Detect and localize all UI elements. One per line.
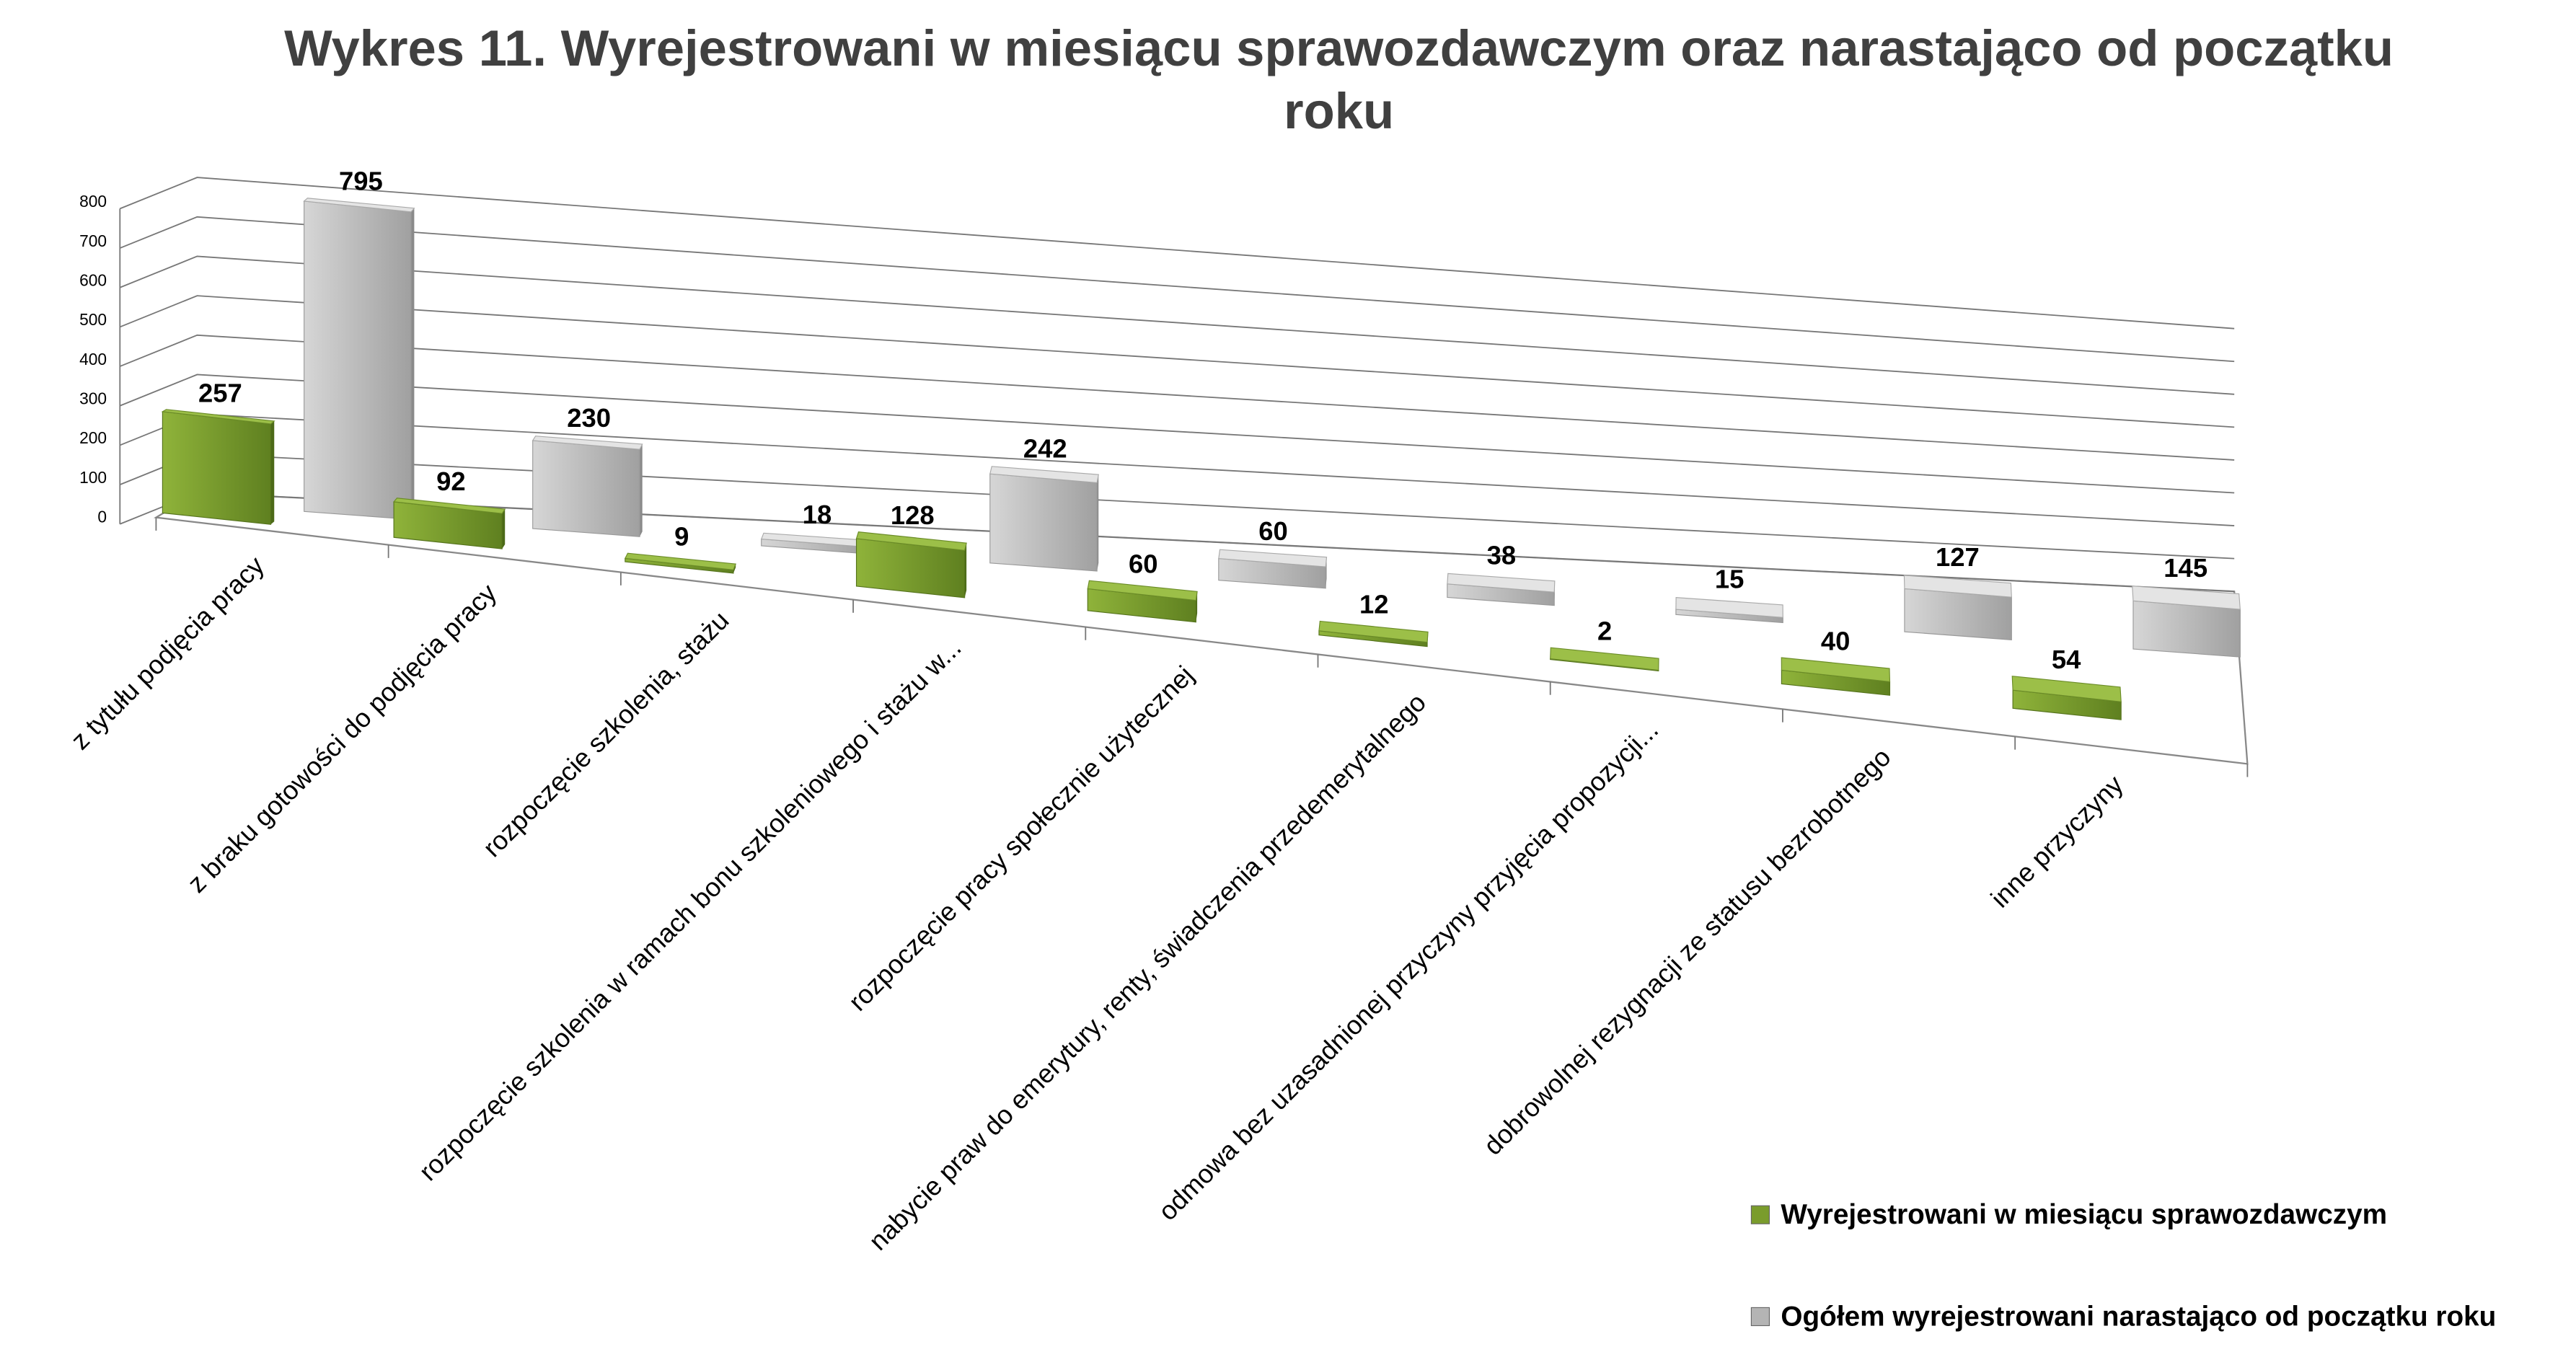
bar-top — [392, 498, 506, 514]
bar-side — [270, 420, 275, 525]
bar — [2011, 676, 2122, 720]
data-label: 92 — [436, 467, 466, 496]
bar — [1218, 549, 1328, 589]
data-label: 257 — [198, 379, 242, 408]
bar-front — [532, 440, 640, 537]
data-label: 128 — [891, 500, 935, 530]
y-tick-label: 400 — [79, 350, 107, 368]
data-label: 2 — [1597, 616, 1612, 645]
y-tick-label: 100 — [79, 468, 107, 487]
data-label: 40 — [1821, 626, 1851, 655]
data-label: 242 — [1023, 433, 1067, 463]
y-tick-label: 700 — [79, 231, 107, 250]
bar-top — [1903, 575, 2012, 598]
x-tick-label: dobrowolnej rezygnacji ze statusu bezrob… — [1478, 742, 1896, 1160]
y-tick-label: 600 — [79, 270, 107, 289]
bar — [1675, 597, 1783, 624]
bar-top — [624, 552, 736, 570]
data-label: 18 — [803, 500, 832, 529]
bar-side — [640, 443, 643, 537]
bar-front — [304, 200, 412, 521]
data-label: 9 — [674, 521, 689, 551]
data-label: 15 — [1715, 565, 1744, 594]
title-line: roku — [1284, 82, 1394, 139]
grid-line — [119, 295, 2235, 428]
x-tick-label: z tytułu podjęcia pracy — [65, 550, 270, 755]
bar — [760, 532, 871, 555]
grid-line — [119, 177, 2235, 330]
bar-top — [2132, 586, 2241, 610]
bar — [303, 198, 415, 521]
bar-top — [1087, 580, 1198, 601]
bar — [2132, 586, 2241, 658]
bar — [161, 409, 275, 525]
y-tick-label: 300 — [79, 389, 107, 407]
bar-front — [162, 411, 272, 525]
bar-top — [303, 198, 415, 213]
bar-top — [2011, 676, 2122, 702]
legend-label: Wyrejestrowani w miesiącu sprawozdawczym — [1781, 1199, 2387, 1230]
y-tick-label: 500 — [79, 310, 107, 329]
legend-swatch — [1750, 1205, 1770, 1224]
bar — [1550, 647, 1659, 672]
bar-side — [964, 543, 967, 598]
bar — [1903, 575, 2012, 640]
bar-top — [1318, 620, 1429, 643]
data-label: 54 — [2052, 645, 2081, 674]
data-label: 127 — [1936, 542, 1980, 572]
bar — [855, 531, 967, 598]
x-tick-label: rozpoczęcie szkolenia, stażu — [477, 605, 735, 862]
y-tick-label: 0 — [97, 508, 107, 526]
data-label: 60 — [1129, 549, 1158, 579]
bar-top — [1675, 597, 1783, 618]
bar — [1781, 657, 1891, 696]
y-tick-label: 200 — [79, 428, 107, 447]
bar-side — [411, 208, 415, 520]
bar-top — [855, 531, 967, 551]
bar-top — [1218, 549, 1328, 567]
bar-top — [1781, 657, 1891, 683]
bar-top — [989, 466, 1099, 484]
grid-line — [119, 374, 2235, 494]
data-label: 38 — [1487, 540, 1517, 570]
x-tick-label: nabycie praw do emerytury, renty, świadc… — [863, 687, 1432, 1255]
data-label: 60 — [1258, 516, 1288, 546]
bar-top — [161, 409, 275, 425]
bar-side — [502, 509, 506, 549]
bar — [624, 552, 736, 574]
x-tick-label: inne przyczyny — [1985, 769, 2129, 914]
chart-title: Wykres 11. Wyrejestrowani w miesiącu spr… — [284, 19, 2394, 139]
bar-top — [1447, 573, 1556, 593]
bar — [392, 498, 506, 549]
data-label: 12 — [1359, 590, 1389, 619]
bar-top — [1550, 647, 1659, 671]
bar — [989, 466, 1099, 572]
bar-front — [989, 473, 1098, 572]
title-line: Wykres 11. Wyrejestrowani w miesiącu spr… — [284, 19, 2394, 76]
x-tick-label: z braku gotowości do podjęcia pracy — [182, 578, 503, 898]
bar — [1318, 620, 1429, 648]
bar-front — [1904, 588, 2012, 640]
y-tick-label: 800 — [79, 192, 107, 211]
bar — [1447, 573, 1556, 606]
grid-line — [119, 216, 2235, 363]
data-label: 230 — [567, 403, 611, 433]
grid-line — [119, 334, 2235, 461]
bar-front — [2132, 600, 2241, 658]
data-label: 145 — [2163, 553, 2207, 583]
bar-top — [531, 436, 643, 450]
legend-swatch — [1750, 1307, 1770, 1327]
x-tick-label: rozpoczęcie szkolenia w ramach bonu szko… — [413, 632, 967, 1186]
legend-label: Ogółem wyrejestrowani narastająco od poc… — [1781, 1301, 2496, 1332]
bar — [1087, 580, 1198, 623]
bar — [531, 436, 643, 537]
data-label: 795 — [339, 167, 383, 196]
x-tick-label: odmowa bez uzasadnionej przyczyny przyję… — [1152, 715, 1664, 1226]
grid-line — [119, 255, 2235, 395]
